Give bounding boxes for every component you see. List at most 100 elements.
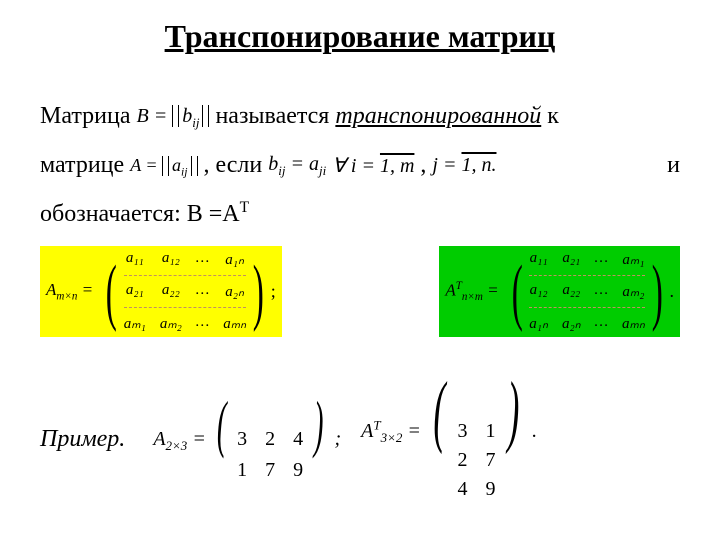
cell: aₘ₂ (160, 314, 182, 333)
math-forall-j: j = 1, n. (432, 154, 496, 177)
matrix-A-label: Am×n = (46, 280, 93, 302)
math-a: a (172, 155, 181, 175)
paren-right-icon: ) (652, 262, 663, 322)
matrix-AT-grid: a₁₁a₂₁…aₘ₁ a₁₂a₂₂…aₘ₂ a₁ₙa₂ₙ…aₘₙ (529, 250, 645, 333)
cell: 9 (485, 478, 495, 501)
cell: a₁₁ (124, 250, 146, 269)
eq-a: = a (290, 153, 319, 175)
i-eq: i = (351, 155, 375, 177)
slide-title: Транспонирование матриц (40, 18, 680, 55)
notation-line: обозначается: B =AT (40, 199, 680, 228)
math-b-sub: ij (192, 115, 199, 130)
example-label: Пример. (40, 426, 125, 453)
comma: , (420, 152, 426, 179)
cell: 9 (293, 459, 303, 482)
cell: a₁₂ (160, 250, 182, 269)
text: Матрица (40, 103, 131, 130)
j-eq: j = (432, 154, 456, 176)
paren-left-icon: ( (106, 262, 117, 322)
dashed-divider (124, 275, 246, 276)
cell: 7 (485, 449, 495, 472)
paren-left-icon: ( (511, 262, 522, 322)
dashed-divider (529, 275, 645, 276)
cell: a₂₂ (562, 282, 581, 301)
cell: a₂₁ (562, 250, 581, 269)
cell: 2 (457, 449, 467, 472)
cell: … (595, 314, 608, 333)
text: если (216, 152, 263, 179)
math-A: A = aij (130, 155, 197, 176)
forall-icon: ∀ (332, 155, 346, 177)
notation-text: обозначается: B =A (40, 201, 240, 227)
example-A-grid: 324 179 (237, 428, 303, 482)
lbl: A (445, 281, 455, 300)
sub-ij: ij (278, 163, 285, 178)
cell: 1 (237, 459, 247, 482)
math-A-eq: A = (130, 155, 157, 175)
math-condition: bij = aji (268, 153, 326, 179)
example-A: A2×3 = ( 324 179 ) ; (153, 396, 341, 482)
cell: aₘ₂ (622, 282, 645, 301)
lbl-sub: 2×3 (166, 438, 188, 453)
cell: … (196, 282, 209, 301)
trail: ; (271, 281, 276, 302)
dashed-divider (124, 307, 246, 308)
cell: 4 (457, 478, 467, 501)
paren-right-icon: ) (508, 377, 520, 445)
text: называется (215, 103, 329, 130)
end: . (532, 420, 537, 442)
matrix-A-grid: a₁₁a₁₂…a₁ₙ a₂₁a₂₂…a₂ₙ aₘ₁aₘ₂…aₘₙ (124, 250, 246, 333)
lbl-eq: = (483, 281, 499, 300)
math-b: b (182, 105, 192, 127)
math-a-sub: ij (181, 166, 188, 179)
cell: a₁₂ (529, 282, 548, 301)
definition-line-2: матрице A = aij , если bij = aji ∀ i = 1… (40, 152, 680, 179)
matrix-AT-box: ATn×m = ( a₁₁a₂₁…aₘ₁ a₁₂a₂₂…aₘ₂ a₁ₙa₂ₙ…a… (439, 246, 680, 337)
lbl-sub: n×m (462, 291, 483, 303)
text: матрице (40, 152, 124, 179)
math-B: B = bij (137, 105, 210, 128)
lbl-eq: = (402, 420, 421, 442)
matrix-AT-label: ATn×m = (445, 280, 498, 303)
math-forall-i: ∀ i = 1, m (332, 153, 414, 178)
cell: … (595, 250, 608, 269)
example-AT: AT3×2 = ( 31 27 49 ) . (361, 377, 537, 501)
cell: a₁ₙ (529, 314, 548, 333)
lbl-eq: = (77, 280, 93, 299)
paren-left-icon: ( (217, 396, 227, 452)
lbl: A (361, 420, 373, 442)
cell: … (196, 314, 209, 333)
lbl-sub: 3×2 (381, 430, 403, 445)
paren-right-icon: ) (253, 262, 264, 322)
cell: a₁₁ (529, 250, 548, 269)
paren-left-icon: ( (433, 377, 445, 445)
cell: 2 (265, 428, 275, 451)
cell: a₂₁ (124, 282, 146, 301)
cell: a₁ₙ (223, 250, 246, 269)
text-and: и (667, 152, 680, 179)
comma: , (204, 152, 210, 179)
matrix-A-box: Am×n = ( a₁₁a₁₂…a₁ₙ a₂₁a₂₂…a₂ₙ aₘ₁aₘ₂…aₘ… (40, 246, 282, 337)
lbl-sub: m×n (56, 291, 77, 303)
cell: … (595, 282, 608, 301)
cell: a₂₂ (160, 282, 182, 301)
sep: ; (334, 428, 341, 450)
definition-line-1: Матрица B = bij называется транспонирова… (40, 103, 680, 130)
math-b2: b (268, 153, 278, 175)
i-range: 1, m (380, 155, 414, 177)
dashed-divider (529, 307, 645, 308)
j-range: 1, n. (461, 154, 496, 176)
cell: a₂ₙ (223, 282, 246, 301)
lbl-eq: = (187, 428, 206, 450)
cell: aₘₙ (223, 314, 246, 333)
cell: 1 (485, 420, 495, 443)
lbl: A (46, 280, 56, 299)
cell: 7 (265, 459, 275, 482)
cell: aₘ₁ (622, 250, 645, 269)
lbl: A (153, 428, 165, 450)
text: к (547, 103, 559, 130)
example-row: Пример. A2×3 = ( 324 179 ) ; AT3×2 = ( 3… (40, 377, 680, 501)
trail: . (670, 281, 675, 302)
cell: 4 (293, 428, 303, 451)
example-AT-grid: 31 27 49 (457, 420, 495, 501)
